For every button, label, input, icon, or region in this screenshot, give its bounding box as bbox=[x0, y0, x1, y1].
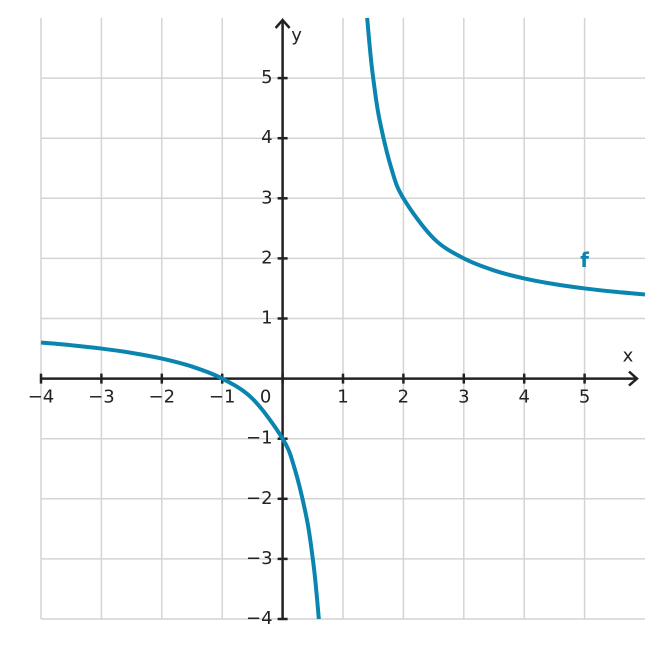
x-tick-label: −2 bbox=[149, 387, 176, 408]
y-tick-label: 3 bbox=[261, 187, 272, 208]
x-tick-label: 2 bbox=[398, 387, 409, 408]
x-tick-label: −3 bbox=[88, 387, 115, 408]
x-tick-label: 1 bbox=[337, 387, 348, 408]
y-axis-arrow bbox=[274, 18, 291, 29]
y-tick-label: −1 bbox=[246, 428, 273, 449]
y-tick-label: −3 bbox=[246, 548, 273, 569]
x-tick-label: −4 bbox=[28, 387, 55, 408]
legend-label: f bbox=[580, 248, 589, 272]
x-tick-label: 0 bbox=[260, 387, 271, 408]
y-tick-label: −4 bbox=[246, 608, 273, 629]
x-tick-label: 3 bbox=[458, 387, 469, 408]
y-tick-label: −2 bbox=[246, 488, 273, 509]
x-tick-label: 4 bbox=[518, 387, 529, 408]
y-tick-label: 2 bbox=[261, 247, 272, 268]
y-tick-label: 5 bbox=[261, 67, 272, 88]
plot: f bbox=[40, 17, 646, 620]
grid bbox=[40, 18, 645, 620]
x-axis-label: x bbox=[623, 346, 634, 367]
y-tick-label: 1 bbox=[261, 308, 272, 329]
x-tick-label: −1 bbox=[209, 387, 236, 408]
x-axis-arrow bbox=[628, 370, 639, 387]
axes: −4 −3 −2 −1 0 1 2 3 4 5 −4 −3 −2 −1 1 2 3 4 5 x y bbox=[28, 18, 639, 629]
x-tick-label: 5 bbox=[579, 387, 590, 408]
y-tick-label: 4 bbox=[261, 127, 272, 148]
curve bbox=[40, 17, 646, 620]
y-axis-label: y bbox=[291, 25, 302, 46]
